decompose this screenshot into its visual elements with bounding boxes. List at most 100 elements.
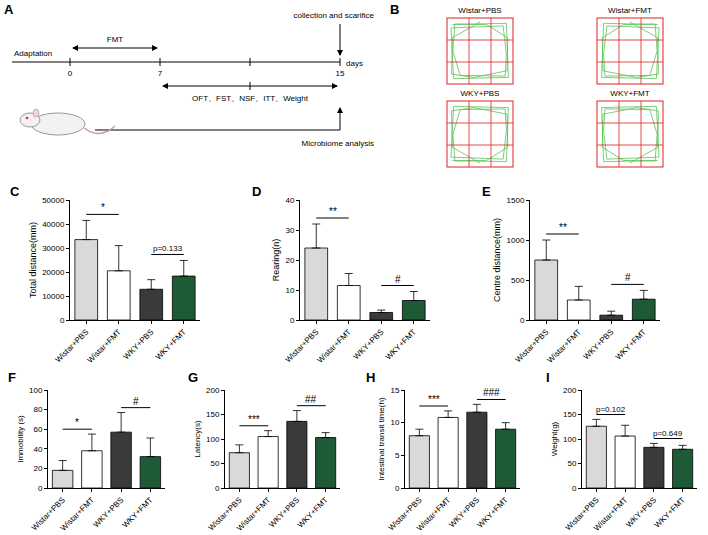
svg-text:WKY+FMT: WKY+FMT: [384, 327, 418, 361]
svg-text:Wistar+PBS: Wistar+PBS: [564, 495, 601, 532]
svg-text:50: 50: [210, 459, 219, 468]
svg-text:WKY+FMT: WKY+FMT: [610, 89, 649, 98]
svg-text:Wistar+PBS: Wistar+PBS: [53, 327, 90, 364]
svg-text:**: **: [329, 206, 337, 217]
svg-text:15: 15: [390, 386, 399, 395]
svg-text:7: 7: [158, 69, 163, 78]
svg-text:***: ***: [428, 394, 440, 405]
svg-text:Wistar+FMT: Wistar+FMT: [235, 495, 272, 532]
svg-text:Wistar+PBS: Wistar+PBS: [458, 6, 501, 15]
svg-text:30: 30: [285, 226, 294, 235]
svg-text:Total distance(mm): Total distance(mm): [28, 222, 38, 298]
svg-text:WKY+PBS: WKY+PBS: [267, 495, 301, 529]
svg-text:**: **: [559, 222, 567, 233]
svg-text:WKY+PBS: WKY+PBS: [352, 327, 386, 361]
svg-text:Wistar+FMT: Wistar+FMT: [86, 327, 123, 364]
svg-text:Wistar+PBS: Wistar+PBS: [513, 327, 550, 364]
svg-text:WKY+PBS: WKY+PBS: [91, 495, 125, 529]
svg-text:#: #: [133, 396, 139, 407]
svg-text:Intestinal transit time(h): Intestinal transit time(h): [377, 397, 386, 480]
svg-text:WKY+FMT: WKY+FMT: [653, 495, 687, 529]
svg-text:WKY+FMT: WKY+FMT: [476, 495, 510, 529]
svg-text:40000: 40000: [42, 220, 65, 229]
svg-text:WKY+FMT: WKY+FMT: [296, 495, 330, 529]
svg-text:Wistar+FMT: Wistar+FMT: [59, 495, 96, 532]
svg-text:Adaptation: Adaptation: [14, 49, 52, 58]
svg-text:0: 0: [38, 484, 43, 493]
svg-text:#: #: [625, 272, 631, 283]
svg-text:Microbiome analysis: Microbiome analysis: [302, 139, 374, 148]
svg-text:OFT、FST、NSF、ITT、Weight: OFT、FST、NSF、ITT、Weight: [192, 94, 309, 103]
svg-text:Wistar+FMT: Wistar+FMT: [415, 495, 452, 532]
svg-text:Wistar+FMT: Wistar+FMT: [546, 327, 583, 364]
svg-text:p=0.102: p=0.102: [596, 405, 626, 414]
svg-text:WKY+FMT: WKY+FMT: [120, 495, 154, 529]
svg-text:20: 20: [285, 256, 294, 265]
svg-text:Rearing(n): Rearing(n): [271, 239, 281, 282]
svg-text:C: C: [10, 184, 20, 199]
svg-text:p=0.649: p=0.649: [653, 429, 683, 438]
svg-text:##: ##: [305, 394, 317, 405]
svg-text:100: 100: [206, 435, 220, 444]
svg-text:20: 20: [33, 464, 42, 473]
svg-text:Centre distance(mm): Centre distance(mm): [492, 218, 502, 302]
svg-text:10000: 10000: [42, 292, 65, 301]
svg-text:200: 200: [206, 386, 220, 395]
svg-text:0: 0: [215, 484, 220, 493]
svg-text:1000: 1000: [507, 236, 525, 245]
svg-text:collection and scarifice: collection and scarifice: [294, 11, 375, 20]
svg-text:Wistar+PBS: Wistar+PBS: [283, 327, 320, 364]
svg-text:Wistar+FMT: Wistar+FMT: [592, 495, 629, 532]
svg-text:150: 150: [206, 410, 220, 419]
svg-text:40: 40: [33, 445, 42, 454]
svg-text:WKY+FMT: WKY+FMT: [614, 327, 648, 361]
svg-text:D: D: [252, 184, 261, 199]
svg-text:Weight(g): Weight(g): [550, 421, 559, 456]
svg-text:F: F: [8, 370, 16, 385]
svg-text:40: 40: [285, 196, 294, 205]
svg-text:15: 15: [336, 69, 345, 78]
svg-text:Latency(s): Latency(s): [193, 420, 202, 458]
svg-text:150: 150: [563, 410, 577, 419]
svg-text:0: 0: [290, 316, 295, 325]
svg-text:100: 100: [29, 386, 43, 395]
svg-text:0: 0: [60, 316, 65, 325]
svg-text:1500: 1500: [507, 196, 525, 205]
svg-text:WKY+FMT: WKY+FMT: [154, 327, 188, 361]
svg-text:0: 0: [395, 484, 400, 493]
svg-text:10: 10: [285, 286, 294, 295]
svg-text:50: 50: [567, 459, 576, 468]
svg-text:100: 100: [563, 435, 577, 444]
svg-text:10: 10: [390, 418, 399, 427]
svg-text:#: #: [395, 274, 401, 285]
svg-text:A: A: [4, 2, 14, 17]
svg-text:*: *: [75, 417, 79, 428]
svg-text:0: 0: [520, 316, 525, 325]
svg-text:G: G: [188, 370, 198, 385]
svg-text:***: ***: [248, 414, 260, 425]
svg-text:Wistar+PBS: Wistar+PBS: [207, 495, 244, 532]
svg-text:200: 200: [563, 386, 577, 395]
svg-text:*: *: [101, 202, 105, 213]
svg-text:WKY+PBS: WKY+PBS: [461, 89, 500, 98]
svg-text:H: H: [366, 370, 375, 385]
svg-text:WKY+PBS: WKY+PBS: [447, 495, 481, 529]
svg-text:FMT: FMT: [107, 35, 124, 44]
svg-text:0: 0: [68, 69, 73, 78]
svg-text:WKY+PBS: WKY+PBS: [122, 327, 156, 361]
svg-text:Wistar+PBS: Wistar+PBS: [30, 495, 67, 532]
svg-text:WKY+PBS: WKY+PBS: [582, 327, 616, 361]
svg-text:days: days: [346, 59, 363, 68]
svg-text:Immobility (s): Immobility (s): [16, 415, 25, 463]
svg-text:I: I: [546, 370, 550, 385]
svg-text:80: 80: [33, 405, 42, 414]
svg-text:Wistar+PBS: Wistar+PBS: [387, 495, 424, 532]
svg-text:p=0.133: p=0.133: [153, 244, 183, 253]
svg-text:60: 60: [33, 425, 42, 434]
svg-text:30000: 30000: [42, 244, 65, 253]
svg-text:20000: 20000: [42, 268, 65, 277]
svg-text:WKY+PBS: WKY+PBS: [624, 495, 658, 529]
svg-text:0: 0: [572, 484, 577, 493]
svg-text:500: 500: [511, 276, 525, 285]
svg-text:50000: 50000: [42, 196, 65, 205]
